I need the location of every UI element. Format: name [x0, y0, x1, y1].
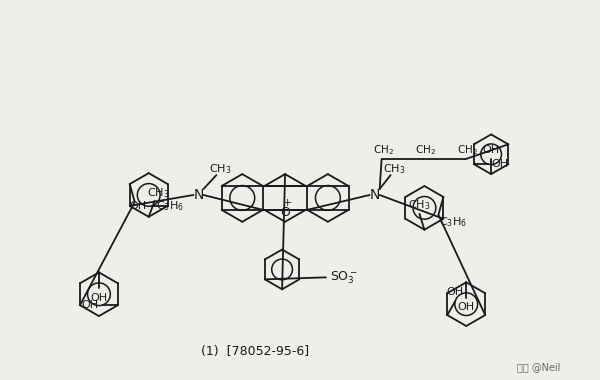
Text: OH: OH [482, 145, 500, 155]
Text: O: O [280, 206, 290, 219]
Text: CH$_3$: CH$_3$ [209, 162, 232, 176]
Text: OH: OH [491, 159, 508, 169]
Text: C$_3$H$_6$: C$_3$H$_6$ [155, 199, 184, 213]
Text: OH: OH [91, 293, 107, 303]
Text: N: N [370, 188, 380, 202]
Text: +: + [283, 198, 292, 208]
Text: OH: OH [129, 201, 146, 211]
Text: CH$_3$: CH$_3$ [148, 186, 170, 200]
Text: CH$_3$: CH$_3$ [383, 162, 406, 176]
Text: 知乎 @Neil: 知乎 @Neil [517, 362, 560, 372]
Text: C$_3$H$_6$: C$_3$H$_6$ [439, 215, 467, 229]
Text: (1)  [78052-95-6]: (1) [78052-95-6] [201, 345, 309, 358]
Text: OH: OH [458, 302, 475, 312]
Text: CH$_2$: CH$_2$ [457, 143, 478, 157]
Text: OH: OH [446, 287, 464, 297]
Text: SO$_3^-$: SO$_3^-$ [330, 269, 358, 286]
Text: OH: OH [82, 300, 98, 310]
Text: CH$_3$: CH$_3$ [408, 198, 431, 212]
Text: CH$_2$: CH$_2$ [373, 143, 394, 157]
Text: N: N [193, 188, 203, 202]
Text: CH$_2$: CH$_2$ [415, 143, 436, 157]
